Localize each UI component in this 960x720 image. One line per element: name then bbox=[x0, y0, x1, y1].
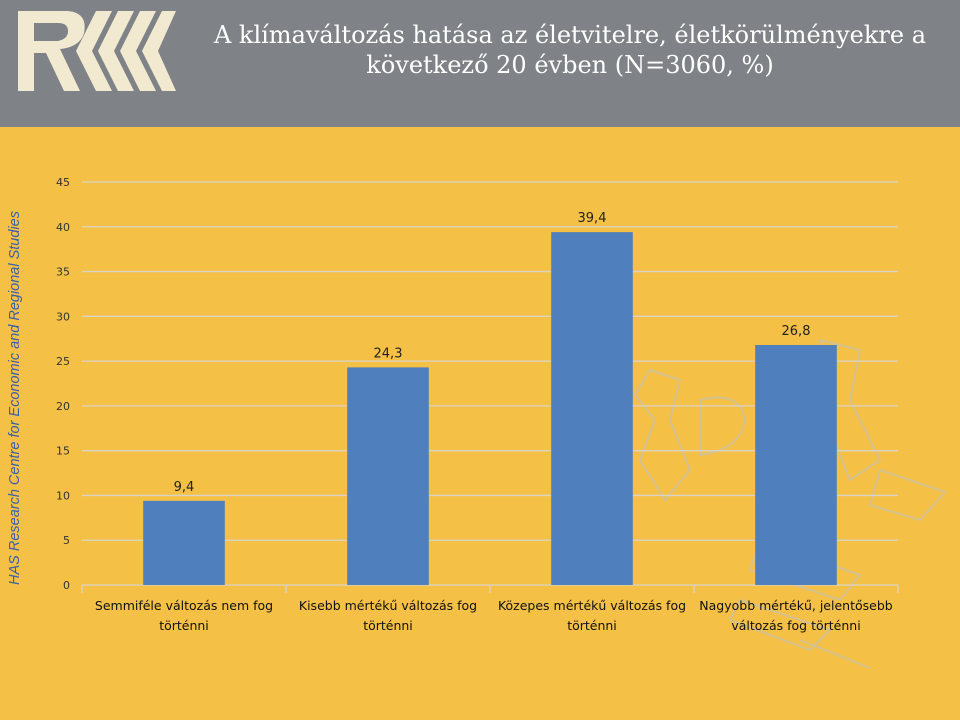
y-axis-ticks: 0 5 10 15 20 25 30 35 40 45 bbox=[56, 176, 70, 592]
y-tick-label-25: 25 bbox=[56, 355, 70, 368]
title-line-1: A klímaváltozás hatása az életvitelre, é… bbox=[213, 21, 927, 49]
data-label-1: 9,4 bbox=[174, 480, 195, 495]
y-tick-label-5: 5 bbox=[63, 534, 70, 547]
bar-4 bbox=[755, 344, 837, 585]
y-tick-label-40: 40 bbox=[56, 221, 70, 234]
chart-title: A klímaváltozás hatása az életvitelre, é… bbox=[190, 20, 950, 80]
category-label-3-line-1: Közepes mértékű változás fog bbox=[498, 598, 686, 613]
y-tick-label-15: 15 bbox=[56, 445, 70, 458]
bar-1 bbox=[143, 500, 225, 585]
rkk-logo bbox=[18, 11, 176, 91]
bars bbox=[143, 232, 837, 585]
category-label-4-line-2: változás fog történni bbox=[731, 618, 860, 633]
category-label-1-line-1: Semmiféle változás nem fog bbox=[95, 598, 273, 613]
bar-3 bbox=[551, 232, 633, 585]
title-line-2: következő 20 évben (N=3060, %) bbox=[366, 51, 774, 79]
header-bar: A klímaváltozás hatása az életvitelre, é… bbox=[0, 0, 960, 127]
category-label-3-line-2: történni bbox=[567, 618, 617, 633]
data-label-3: 39,4 bbox=[578, 211, 607, 226]
side-label-text: HAS Research Centre for Economic and Reg… bbox=[7, 211, 23, 585]
bar-2 bbox=[347, 367, 429, 585]
y-tick-label-45: 45 bbox=[56, 176, 70, 189]
y-tick-label-35: 35 bbox=[56, 266, 70, 279]
data-label-4: 26,8 bbox=[782, 324, 811, 339]
category-label-2-line-2: történni bbox=[363, 618, 413, 633]
category-label-2-line-1: Kisebb mértékű változás fog bbox=[299, 598, 477, 613]
y-tick-label-0: 0 bbox=[63, 579, 70, 592]
category-label-1-line-2: történni bbox=[159, 618, 209, 633]
x-axis-categories: Semmiféle változás nem fog történni Kisebb… bbox=[95, 598, 893, 633]
category-label-4-line-1: Nagyobb mértékű, jelentősebb bbox=[699, 598, 892, 613]
side-institution-label: HAS Research Centre for Economic and Reg… bbox=[7, 211, 23, 585]
y-tick-label-30: 30 bbox=[56, 310, 70, 323]
data-labels: 9,4 24,3 39,4 26,8 bbox=[174, 211, 811, 495]
y-tick-label-20: 20 bbox=[56, 400, 70, 413]
data-label-2: 24,3 bbox=[374, 346, 403, 361]
y-tick-label-10: 10 bbox=[56, 489, 70, 502]
